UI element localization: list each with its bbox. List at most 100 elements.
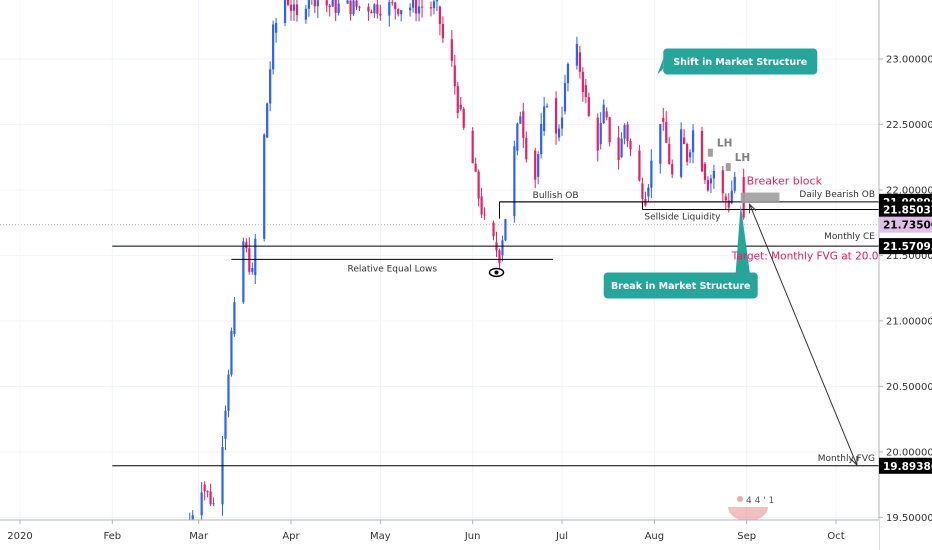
target-arrow-line bbox=[749, 204, 858, 466]
breaker-block bbox=[740, 192, 780, 204]
candle-body bbox=[292, 4, 296, 11]
candle-body bbox=[543, 106, 546, 131]
candle-body bbox=[295, 4, 299, 16]
candle-body bbox=[373, 4, 376, 14]
candle-body bbox=[706, 180, 710, 191]
candle-body bbox=[647, 187, 650, 197]
sellside-liquidity-tag bbox=[879, 201, 932, 218]
candle-body bbox=[266, 103, 269, 138]
arrow-start-head bbox=[749, 203, 757, 214]
candle-body bbox=[483, 214, 486, 216]
candle-body bbox=[554, 98, 558, 134]
monthly-ce-label: Monthly CE bbox=[824, 232, 875, 242]
candle-body bbox=[498, 250, 501, 264]
candle-body bbox=[313, 0, 316, 7]
candle-body bbox=[537, 154, 540, 177]
candle-body bbox=[617, 137, 620, 160]
y-tick-label-4: 21.00000 bbox=[886, 316, 932, 327]
daily-bearish-ob-label: Daily Bearish OB bbox=[799, 190, 875, 200]
watermark-dot bbox=[737, 496, 743, 502]
time-axis-bg bbox=[0, 520, 879, 550]
candle-body bbox=[563, 83, 567, 112]
candle-body bbox=[602, 104, 605, 124]
y-tick-label-5: 20.50000 bbox=[886, 382, 932, 393]
candle-body bbox=[685, 144, 689, 162]
candle-body bbox=[471, 130, 474, 164]
overlays: Shift in Market Structure Break in Market… bbox=[488, 48, 914, 521]
x-tick-label-5: Jun bbox=[464, 531, 481, 542]
candle-body bbox=[560, 117, 564, 129]
current-price-tag bbox=[879, 216, 932, 233]
monthly-ce-tag bbox=[879, 238, 932, 255]
candle-body bbox=[227, 374, 230, 411]
x-tick-label-1: Feb bbox=[103, 531, 121, 542]
candle-body bbox=[721, 170, 724, 194]
candle-body bbox=[379, 13, 382, 16]
candle-body bbox=[269, 69, 272, 104]
candle-body bbox=[712, 171, 715, 179]
candle-body bbox=[608, 117, 611, 143]
candle-body bbox=[224, 410, 227, 439]
candle-body bbox=[513, 146, 516, 217]
candle-body bbox=[429, 7, 433, 9]
candle-body bbox=[659, 123, 662, 164]
candle-body bbox=[638, 150, 641, 181]
candle-body bbox=[331, 0, 334, 7]
x-tick-label-4: May bbox=[370, 531, 391, 542]
y-tick-label-0: 23.00000 bbox=[886, 54, 932, 65]
candle-body bbox=[334, 0, 337, 13]
candle-body bbox=[626, 124, 629, 142]
candle-body bbox=[417, 6, 421, 14]
candle-body bbox=[221, 447, 224, 505]
breaker-block-label: Breaker block bbox=[747, 175, 823, 188]
candle-body bbox=[346, 0, 349, 4]
candle-body bbox=[730, 190, 733, 204]
lh-2-marker bbox=[725, 163, 731, 172]
candle-body bbox=[367, 6, 370, 12]
candle-body bbox=[316, 0, 319, 7]
target-label: Target: Monthly FVG at 20.00 level bbox=[731, 250, 914, 262]
candle-body bbox=[700, 130, 704, 172]
candle-body bbox=[620, 138, 623, 158]
candle-body bbox=[391, 2, 394, 4]
candle-body bbox=[191, 515, 194, 520]
x-tick-label-8: Sep bbox=[737, 531, 756, 542]
candle-body bbox=[575, 43, 579, 66]
monthly-fvg-tag-text: 19.89386 bbox=[883, 461, 932, 473]
candle-body bbox=[456, 86, 459, 114]
candle-body bbox=[599, 123, 602, 145]
candle-body bbox=[623, 125, 626, 139]
lh-2: LH bbox=[735, 152, 750, 164]
candle-body bbox=[727, 200, 730, 208]
candle-body bbox=[388, 2, 391, 16]
candle-body bbox=[251, 268, 254, 272]
candle-body bbox=[534, 150, 537, 180]
candle-body bbox=[414, 0, 418, 14]
candle-body bbox=[566, 63, 570, 84]
y-tick-label-6: 20.00000 bbox=[886, 447, 932, 458]
y-tick-label-1: 22.50000 bbox=[886, 120, 932, 131]
candle-body bbox=[671, 163, 674, 175]
candle-body bbox=[355, 0, 358, 7]
candle-body bbox=[519, 116, 522, 124]
time-axis: 2020 Feb Mar Apr May Jun Jul Aug Sep Oct bbox=[0, 519, 879, 550]
candles bbox=[188, 0, 745, 530]
watermark-text: 4 4 ' 1 bbox=[746, 496, 774, 506]
sellside-liquidity-tag-text: 21.85037 bbox=[883, 205, 932, 217]
candle-body bbox=[459, 104, 462, 109]
candle-body bbox=[703, 163, 707, 181]
candle-body bbox=[432, 1, 436, 9]
candle-body bbox=[400, 10, 403, 15]
candle-body bbox=[233, 302, 236, 335]
candle-body bbox=[584, 85, 587, 98]
candle-body bbox=[254, 238, 257, 276]
candle-body bbox=[522, 111, 525, 138]
sellside-liquidity-label: Sellside Liquidity bbox=[644, 213, 721, 223]
x-tick-label-7: Aug bbox=[645, 531, 665, 542]
candle-body bbox=[578, 52, 581, 72]
candle-body bbox=[358, 6, 361, 8]
candle-body bbox=[450, 39, 453, 61]
candle-body bbox=[480, 196, 483, 215]
grid bbox=[0, 0, 879, 520]
